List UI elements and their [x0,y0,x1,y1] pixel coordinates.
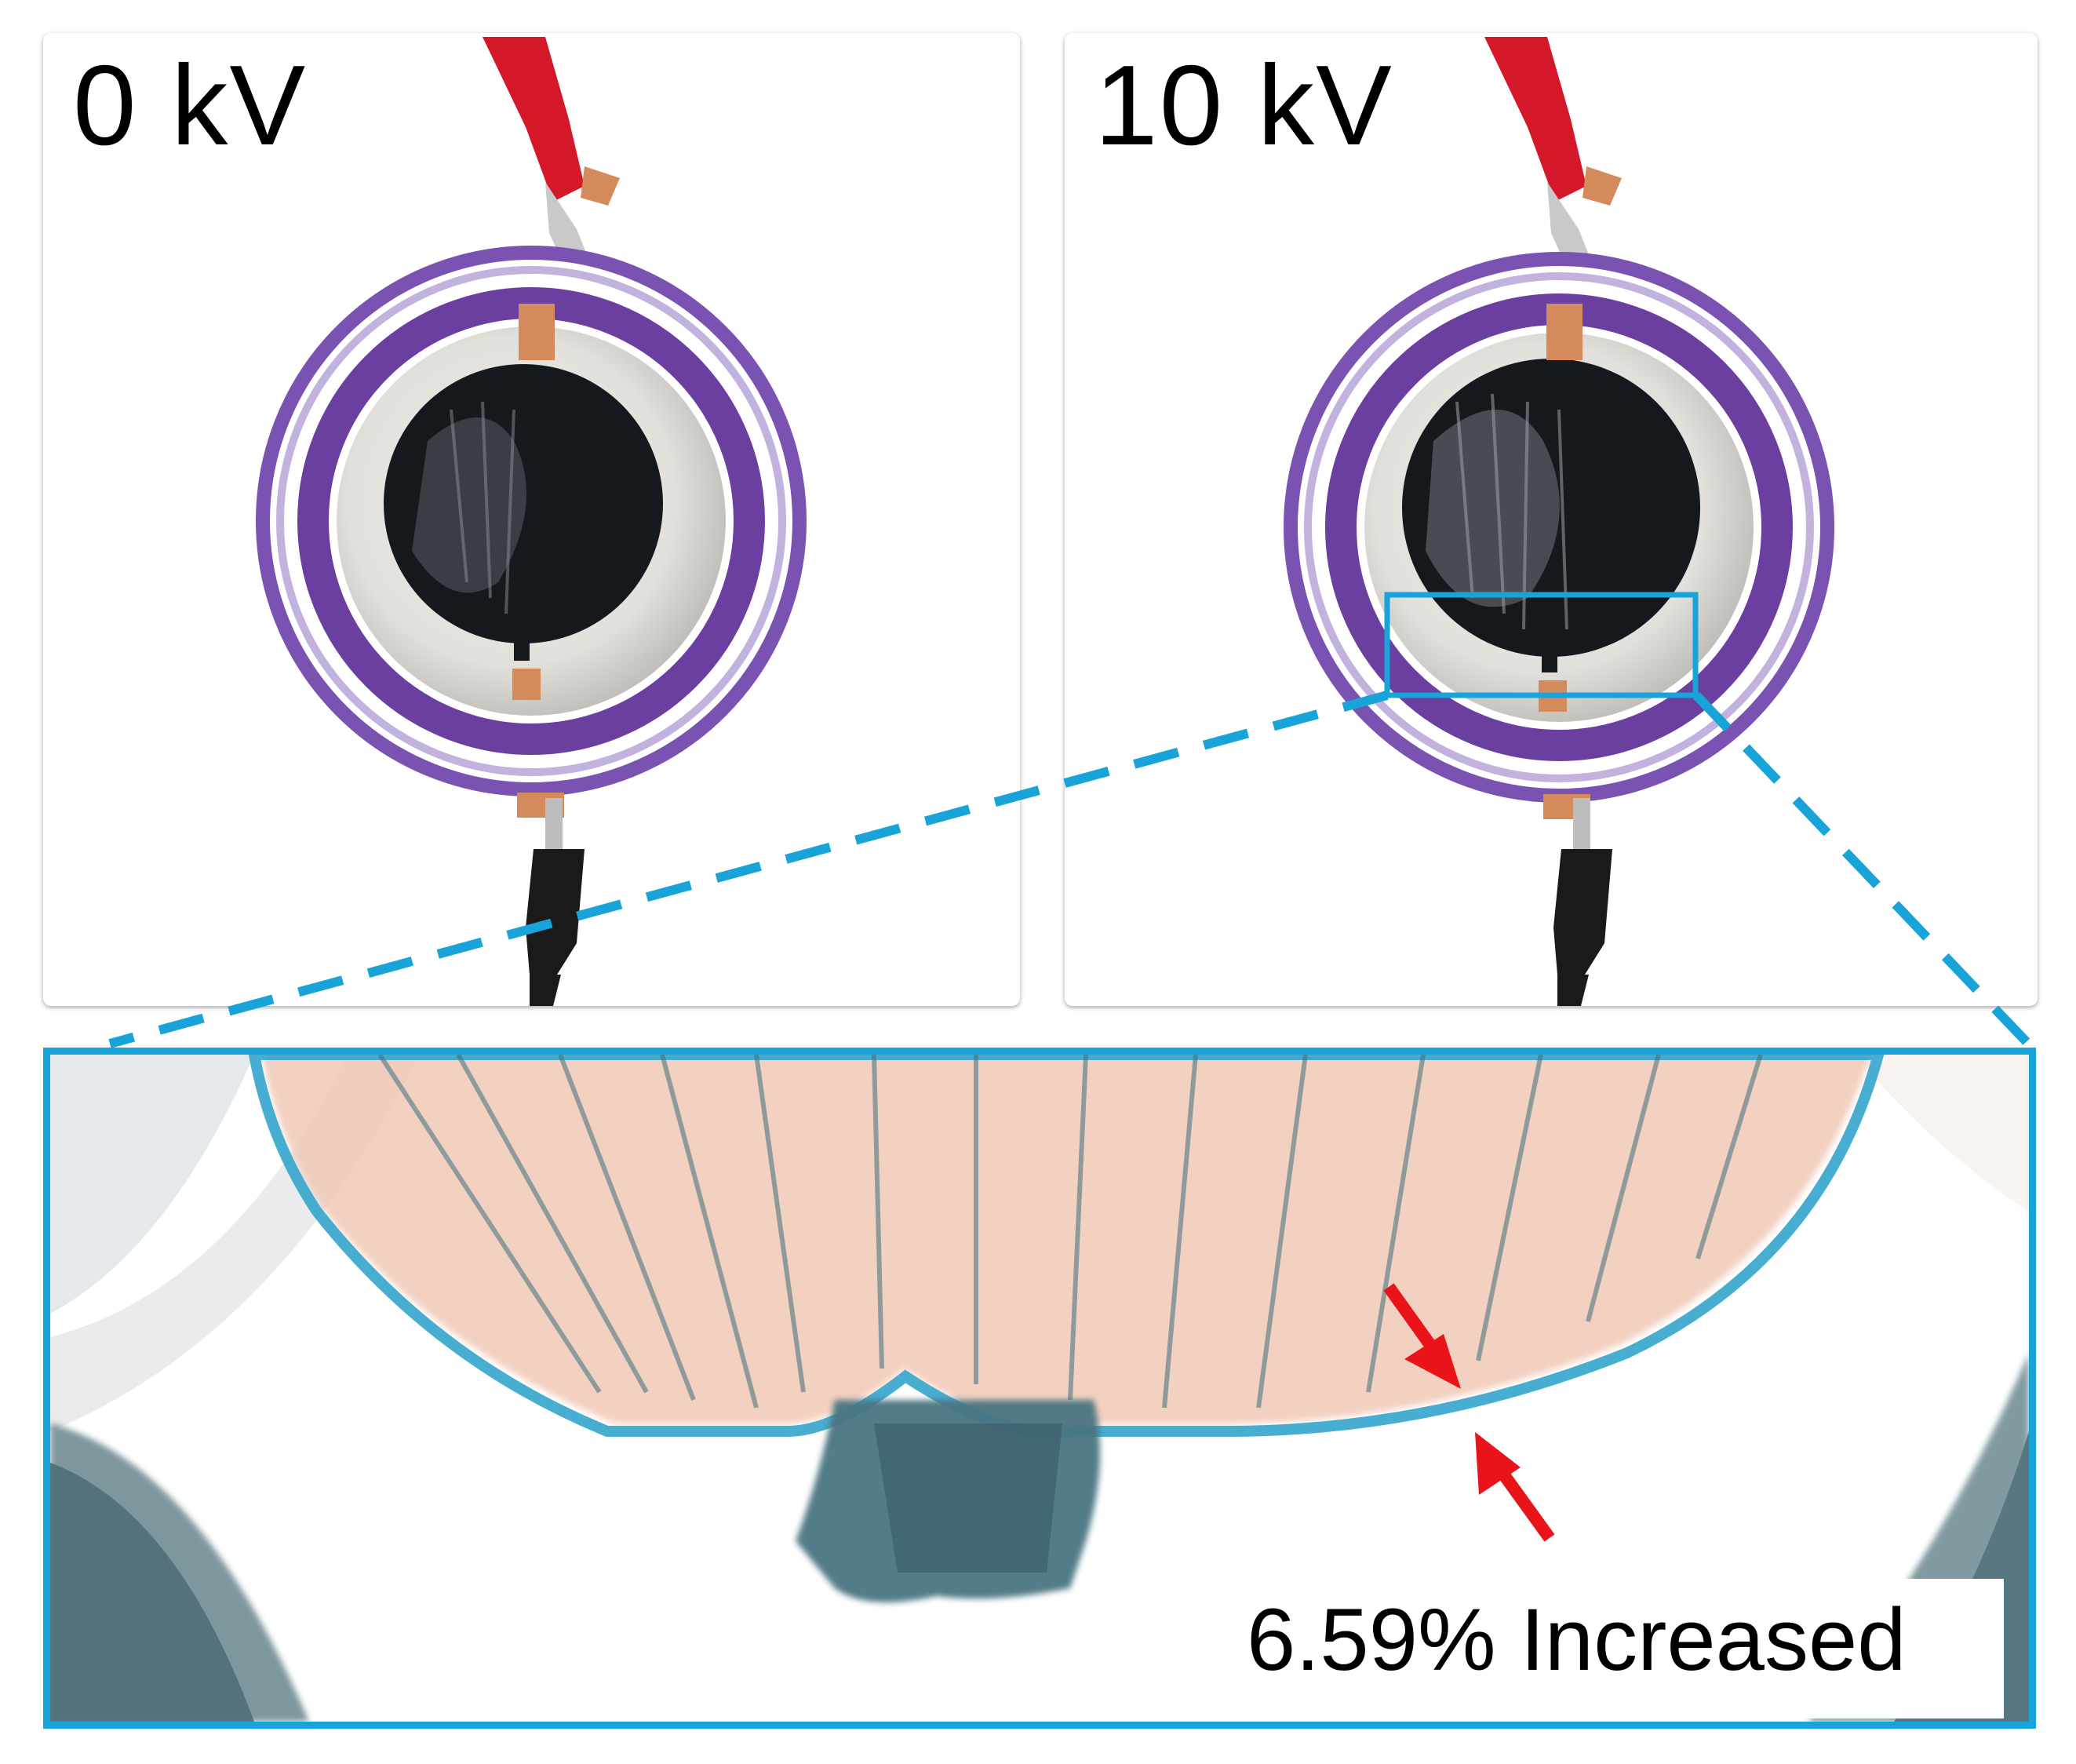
red-clip-top [1484,37,1622,276]
copper-tape-top [519,304,555,360]
electrode-0kv-overlay [262,1055,1870,1425]
voltage-label-10kv: 10 kV [1094,42,1393,169]
photo-panel-0kv: 0 kV [43,33,1020,1006]
actuator-photo-10kv [1284,37,1834,1006]
actuator-photo-0kv [256,37,807,1006]
voltage-label-0kv: 0 kV [73,42,308,169]
black-clip-bottom [526,798,585,1006]
photo-panel-10kv: 10 kV [1065,33,2038,1006]
zoom-inset: 6.59% Increased [43,1048,2036,1729]
carbon-electrode [1402,359,1700,672]
increase-annotation: 6.59% Increased [1247,1591,1907,1689]
black-clip-bottom [1553,798,1612,1006]
annotation-background [1227,1579,2004,1718]
carbon-electrode [384,364,663,661]
copper-tape-bottom [512,669,541,700]
electrode-texture [377,1055,1763,1409]
zoom-highlight-box [1384,592,1699,698]
red-clip-top [483,37,620,276]
